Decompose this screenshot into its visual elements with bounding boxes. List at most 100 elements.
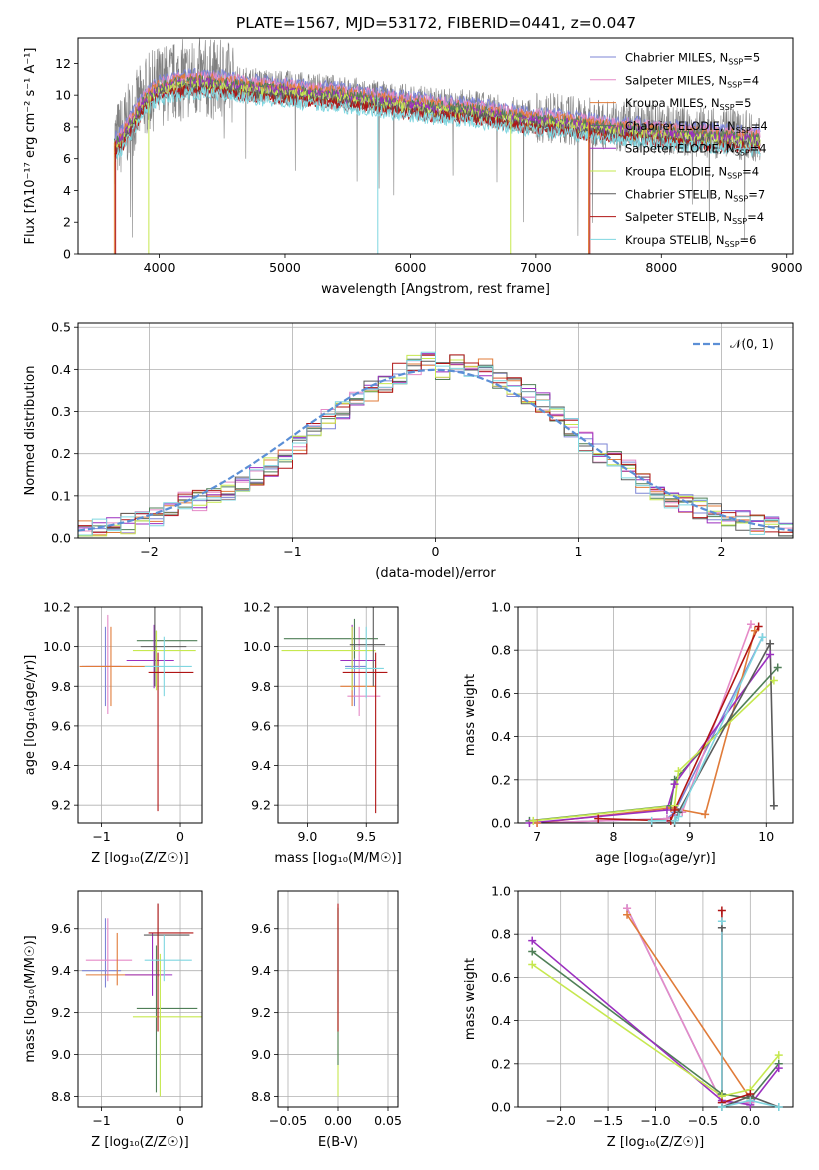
normal-distribution-curve — [78, 368, 793, 532]
y-tick-label: 0.3 — [51, 404, 71, 419]
y-tick-label: 0.6 — [491, 970, 511, 985]
point-marker — [670, 780, 679, 789]
plot-area — [78, 351, 793, 537]
x-tick-label: 0.00 — [324, 1113, 352, 1128]
y-tick-label: 9.6 — [251, 921, 271, 936]
plot-massweight-vs-z: −2.0 −1.5 −1.0 −0.5 0.0 0.0 0.2 0.4 0.6 0.8 1.0 Z [… — [463, 884, 794, 1150]
y-tick-label: 8.8 — [251, 1089, 271, 1104]
point-marker — [766, 650, 775, 659]
y-tick-label: 0.0 — [491, 816, 511, 831]
y-tick-label: 9.2 — [251, 798, 271, 813]
y-tick-label: 10.2 — [43, 600, 71, 615]
y-tick-label: 0 — [63, 247, 71, 262]
x-axis-label: Z [log₁₀(Z/Z☉)] — [607, 1135, 704, 1150]
y-axis-label: mass weight — [463, 674, 478, 756]
point-marker — [750, 626, 759, 635]
point-marker — [528, 936, 537, 945]
y-axis-label: mass [log₁₀(M/M☉)] — [23, 935, 38, 1062]
y-tick-label: 9.4 — [51, 758, 71, 773]
x-tick-label: −0.05 — [269, 1113, 307, 1128]
y-tick-label: 9.4 — [251, 758, 271, 773]
legend-label: Salpeter MILES, NSSP=4 — [625, 73, 759, 89]
y-tick-label: 1.0 — [491, 884, 511, 899]
y-tick-label: 9.2 — [51, 798, 71, 813]
y-tick-label: 1.0 — [491, 600, 511, 615]
y-tick-label: 0.0 — [491, 1100, 511, 1115]
x-tick-label: 5000 — [269, 260, 301, 275]
plot-residuals: −2 −1 0 1 2 0.0 0.1 0.2 0.3 0.4 0.5 (data-model)/er… — [23, 320, 794, 581]
point-marker — [758, 633, 767, 642]
point-marker — [674, 812, 683, 821]
point-marker — [717, 917, 726, 926]
y-tick-label: 0.8 — [491, 643, 511, 658]
axes-frame — [77, 322, 794, 539]
point-marker — [701, 810, 710, 819]
point-marker — [528, 947, 537, 956]
point-marker — [766, 639, 775, 648]
point-marker — [674, 767, 683, 776]
legend-label: Chabrier STELIB, NSSP=7 — [625, 187, 765, 203]
x-tick-label: 1 — [575, 544, 583, 559]
point-marker — [594, 814, 603, 823]
axes-frame — [77, 37, 794, 255]
x-tick-label: −0.5 — [688, 1113, 718, 1128]
x-tick-label: 7000 — [520, 260, 552, 275]
x-tick-label: 9.0 — [297, 829, 317, 844]
x-tick-label: 0.0 — [740, 1113, 760, 1128]
mass-weight-line — [531, 950, 780, 1100]
x-tick-label: 4000 — [144, 260, 176, 275]
y-tick-label: 9.2 — [251, 1005, 271, 1020]
y-tick-label: 0.0 — [51, 531, 71, 546]
legend-label: Kroupa STELIB, NSSP=6 — [625, 233, 756, 249]
y-tick-label: 4 — [63, 183, 71, 198]
y-tick-label: 0.2 — [491, 1056, 511, 1071]
plot-mass-vs-z: −1 0 8.8 9.0 9.2 9.4 9.6 Z [log₁₀(Z/Z☉)] mass [l… — [23, 890, 203, 1150]
y-tick-label: 0.1 — [51, 488, 71, 503]
legend-label: Salpeter ELODIE, NSSP=4 — [625, 142, 767, 158]
point-marker — [647, 816, 656, 825]
y-tick-label: 6 — [63, 151, 71, 166]
y-tick-label: 0.4 — [51, 362, 71, 377]
axes-frame — [277, 606, 399, 824]
x-tick-label: 9000 — [771, 260, 803, 275]
grid-lines — [518, 890, 793, 1108]
mass-weight-line — [529, 666, 779, 822]
y-tick-label: 10 — [55, 88, 71, 103]
x-tick-label: 9.5 — [356, 829, 376, 844]
x-tick-label: −1.0 — [640, 1113, 670, 1128]
x-tick-label: 2 — [718, 544, 726, 559]
x-tick-label: 6000 — [395, 260, 427, 275]
axes-frame — [77, 890, 203, 1108]
legend-label: Kroupa MILES, NSSP=5 — [625, 96, 751, 112]
x-tick-label: 8000 — [645, 260, 677, 275]
point-marker — [769, 801, 778, 810]
y-tick-label: 8.8 — [51, 1089, 71, 1104]
point-marker — [769, 676, 778, 685]
point-marker — [774, 1103, 783, 1111]
point-marker — [774, 1064, 783, 1073]
x-tick-label: 0 — [432, 544, 440, 559]
y-tick-label: 10.0 — [243, 639, 271, 654]
mass-weight-line — [531, 963, 780, 1098]
model-spectrum-line — [113, 87, 761, 163]
y-tick-label: 10.0 — [43, 639, 71, 654]
plots-layer: 4000 5000 6000 7000 8000 9000024681012wavelen… — [23, 37, 803, 1150]
y-tick-label: 9.6 — [251, 718, 271, 733]
figure-title: PLATE=1567, MJD=53172, FIBERID=0441, z=0… — [236, 14, 636, 32]
y-axis-label: age [log₁₀(age/yr)] — [23, 655, 38, 776]
x-tick-label: −2.0 — [545, 1113, 575, 1128]
point-marker — [746, 1096, 755, 1105]
x-axis-label: age [log₁₀(age/yr)] — [595, 851, 716, 866]
y-tick-label: 0.8 — [491, 927, 511, 942]
plot-area — [531, 907, 780, 1107]
point-marker — [529, 816, 538, 825]
x-tick-label: 7 — [533, 829, 541, 844]
mass-weight-line — [721, 910, 751, 1104]
y-tick-label: 9.6 — [51, 718, 71, 733]
legend-label: 𝒩(0, 1) — [730, 337, 774, 351]
x-axis-label: (data-model)/error — [375, 566, 496, 581]
y-tick-label: 9.2 — [51, 1005, 71, 1020]
point-marker — [528, 960, 537, 969]
spectrum-legend: Chabrier MILES, NSSP=5 Salpeter MILES, NS… — [590, 51, 768, 249]
legend-label: Salpeter STELIB, NSSP=4 — [625, 210, 764, 226]
